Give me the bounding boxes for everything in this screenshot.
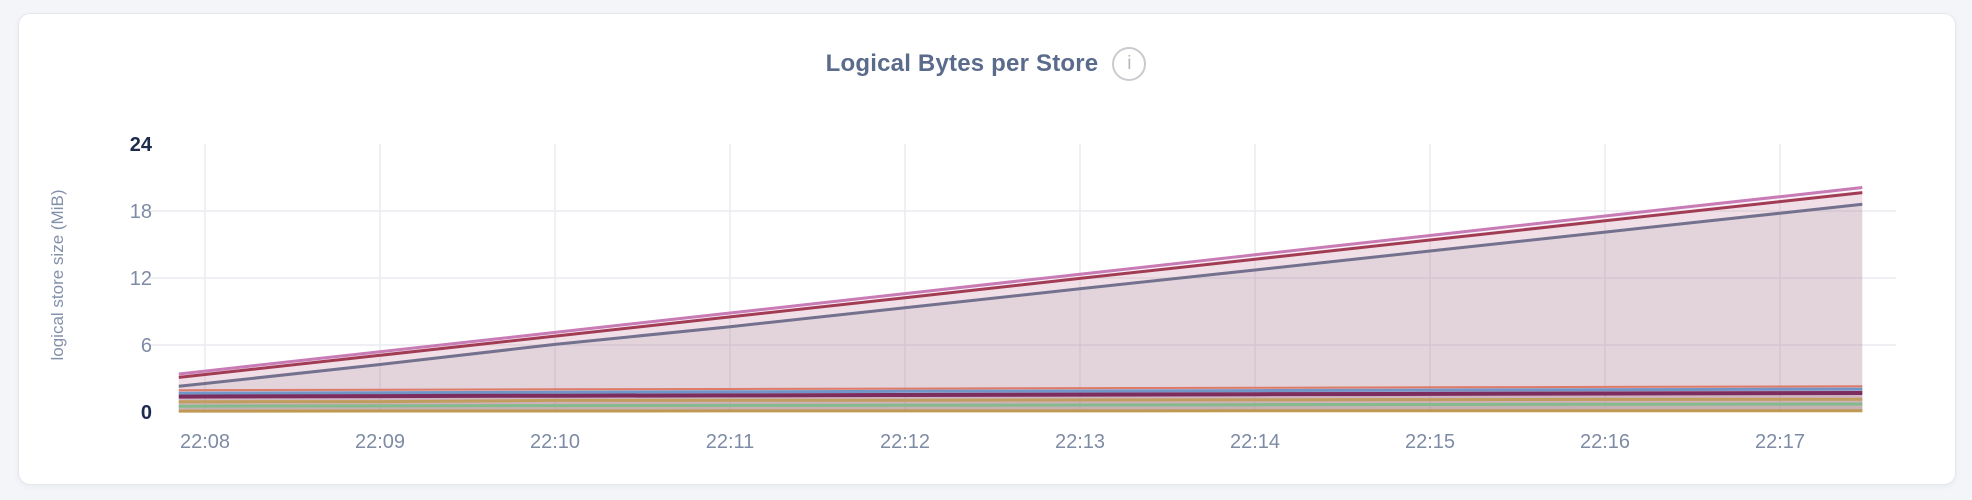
series-line-store-tan xyxy=(178,397,1863,404)
x-tick-label: 22:12 xyxy=(880,431,930,453)
series-area-store-magenta xyxy=(178,393,1863,412)
y-tick-label: 6 xyxy=(141,335,152,357)
x-tick-label: 22:16 xyxy=(1580,431,1630,453)
series-line-store-pink xyxy=(178,186,1863,376)
series-line-store-maroon xyxy=(178,191,1863,379)
y-tick-label: 24 xyxy=(130,134,153,156)
series-line-store-blue xyxy=(178,387,1863,395)
x-tick-label: 22:14 xyxy=(1230,431,1280,453)
series-area-store-pink xyxy=(178,187,1863,412)
info-icon[interactable]: i xyxy=(1112,47,1147,81)
x-tick-label: 22:10 xyxy=(530,431,580,453)
x-tick-label: 22:15 xyxy=(1405,431,1455,453)
series-line-store-green xyxy=(178,402,1863,408)
x-tick-label: 22:08 xyxy=(180,431,230,453)
x-tick-label: 22:17 xyxy=(1755,431,1805,453)
x-tick-label: 22:13 xyxy=(1055,431,1105,453)
y-tick-label: 0 xyxy=(141,402,152,424)
series-line-store-salmon xyxy=(178,385,1863,392)
x-tick-label: 22:09 xyxy=(355,431,405,453)
series-line-store-slate xyxy=(178,202,1863,388)
series-area-store-slate xyxy=(178,204,1863,412)
series-area-store-maroon xyxy=(178,192,1863,412)
series-line-store-magenta xyxy=(178,391,1863,399)
x-tick-label: 22:11 xyxy=(706,431,755,453)
chart-title: Logical Bytes per Store xyxy=(825,50,1099,77)
chart-header: Logical Bytes per Store i xyxy=(18,44,1954,84)
y-tick-label: 18 xyxy=(130,201,152,223)
y-tick-label: 12 xyxy=(130,268,152,290)
